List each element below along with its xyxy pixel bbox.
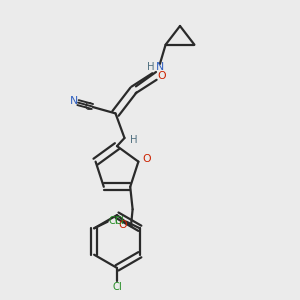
Text: Cl: Cl [109,215,118,226]
Text: Cl: Cl [115,215,124,226]
Text: O: O [158,70,166,81]
Text: C: C [85,102,92,112]
Text: H: H [130,135,137,146]
Text: Cl: Cl [112,282,122,292]
Text: N: N [156,62,164,73]
Text: O: O [142,154,151,164]
Text: H: H [147,61,155,72]
Text: O: O [118,220,127,230]
Text: N: N [70,96,79,106]
